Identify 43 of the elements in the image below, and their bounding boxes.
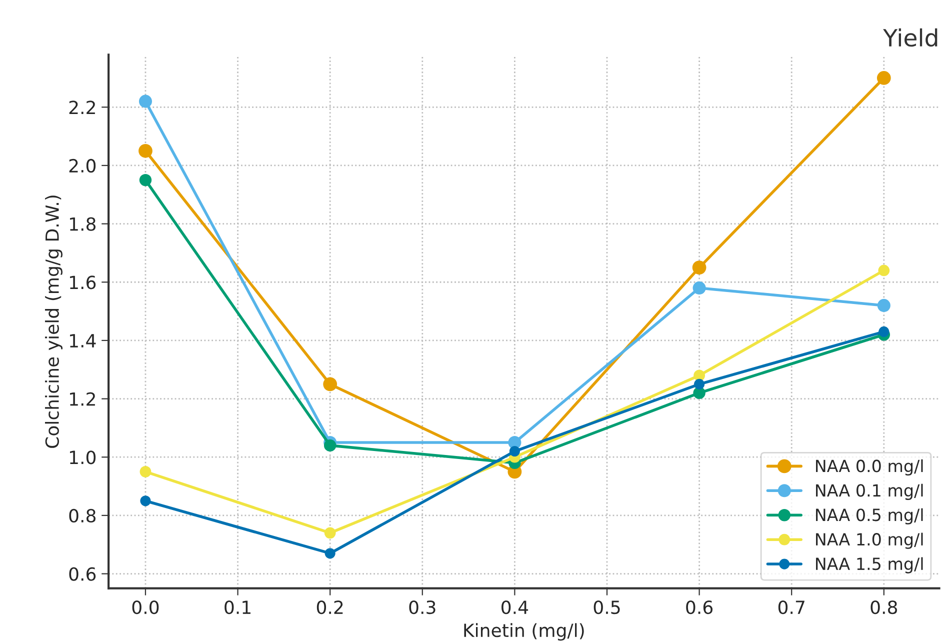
legend-label: NAA 0.0 mg/l [816,459,923,476]
point [878,264,890,276]
x-tick-label: 0.6 [686,600,713,614]
y-axis-title: Colchicine yield (mg/g D.W.) [45,196,62,448]
chart-title: Yield [883,28,938,47]
point [140,496,151,506]
x-tick-label: 0.3 [409,600,436,614]
point [876,71,891,85]
y-tick-label: 1.8 [70,217,96,231]
y-tick-label: 1.4 [70,334,96,348]
y-tick-label: 2.2 [69,100,95,114]
y-tick-label: 0.8 [69,508,96,523]
legend-label: NAA 1.0 mg/l [816,532,923,549]
x-tick-label: 0.8 [870,600,898,614]
x-tick-label: 0.4 [502,600,528,614]
point [877,298,890,312]
x-tick-label: 0.7 [778,600,804,614]
point [138,144,152,158]
y-tick-label: 1.2 [70,392,95,406]
point [694,378,705,390]
y-tick-label: 1.6 [70,276,96,290]
point [323,377,338,392]
y-tick-label: 2.0 [69,158,96,173]
x-axis-title: Kinetin (mg/l) [464,623,584,641]
point [140,466,152,478]
point [139,174,152,186]
x-tick-label: 0.0 [132,600,159,614]
x-tick-label: 0.5 [594,600,620,614]
x-tick-label: 0.1 [224,600,250,614]
point [138,94,152,108]
legend-label: NAA 0.1 mg/l [816,484,923,500]
point [509,446,520,457]
point [878,326,890,337]
x-tick-label: 0.2 [316,600,343,614]
point [692,260,706,274]
legend-label: NAA 1.5 mg/l [816,557,923,574]
point [692,281,706,294]
legend-label: NAA 0.5 mg/l [816,508,923,524]
point [324,548,336,559]
y-tick-label: 0.6 [69,567,96,581]
y-tick-label: 1.0 [70,450,96,464]
point [324,439,336,452]
point [324,527,336,539]
